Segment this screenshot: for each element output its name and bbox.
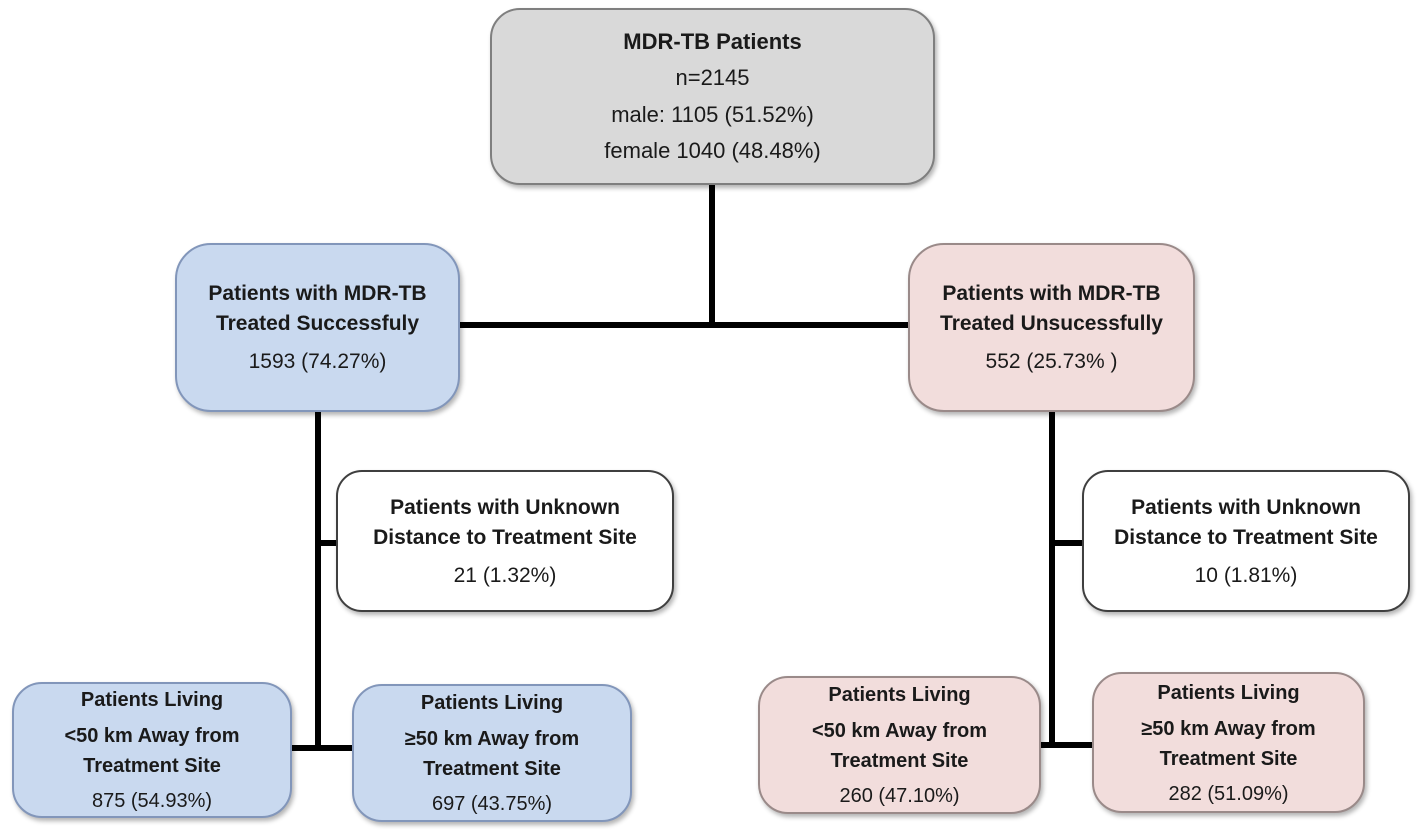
- node-title-line1: Patients Living: [420, 692, 564, 714]
- node-female-count: female 1040 (48.48%): [604, 138, 821, 164]
- node-title-line3: Treatment Site: [1159, 747, 1298, 770]
- node-count: 697 (43.75%): [431, 793, 553, 815]
- node-title-line2: Distance to Treatment Site: [1114, 525, 1378, 549]
- node-title-line3: Treatment Site: [423, 758, 561, 780]
- node-title-line1: Patients Living: [1157, 681, 1300, 704]
- node-title-line2: ≥50 km Away from: [1141, 717, 1316, 740]
- node-count: 875 (54.93%): [91, 790, 213, 812]
- node-title-line1: Patients Living: [80, 689, 224, 711]
- node-count: 282 (51.09%): [1168, 782, 1289, 805]
- node-title-line1: Patients with Unknown: [390, 495, 620, 519]
- node-success-over-50km: Patients Living ≥50 km Away from Treatme…: [352, 684, 632, 822]
- node-count: 552 (25.73% ): [985, 350, 1118, 373]
- node-mdr-tb-patients: MDR-TB Patients n=2145 male: 1105 (51.52…: [490, 8, 935, 185]
- node-title-line2: Treated Successfuly: [215, 312, 420, 335]
- node-count: 1593 (74.27%): [248, 350, 387, 373]
- node-total-count: n=2145: [675, 65, 750, 91]
- connector-root-vertical: [709, 183, 715, 328]
- node-title-line1: Patients with MDR-TB: [942, 282, 1161, 305]
- node-title-line2: <50 km Away from: [811, 720, 988, 742]
- node-title-line1: Patients with MDR-TB: [208, 282, 427, 305]
- node-title-line3: Treatment Site: [830, 750, 969, 772]
- node-failure-over-50km: Patients Living ≥50 km Away from Treatme…: [1092, 672, 1365, 813]
- node-count: 21 (1.32%): [453, 563, 557, 587]
- connector-failure-unknown-stub: [1052, 540, 1085, 546]
- node-title: MDR-TB Patients: [623, 28, 802, 54]
- node-treated-successfully: Patients with MDR-TB Treated Successfuly…: [175, 243, 460, 412]
- connector-failure-bottom-horizontal: [1039, 742, 1095, 748]
- node-unknown-distance-success: Patients with Unknown Distance to Treatm…: [336, 470, 674, 612]
- connector-success-bottom-horizontal: [290, 745, 355, 751]
- node-title-line1: Patients with Unknown: [1131, 495, 1361, 519]
- node-treated-unsuccessfully: Patients with MDR-TB Treated Unsucessful…: [908, 243, 1195, 412]
- node-title-line1: Patients Living: [828, 684, 971, 706]
- node-title-line3: Treatment Site: [83, 755, 221, 777]
- node-title-line2: <50 km Away from: [64, 725, 240, 747]
- node-failure-under-50km: Patients Living <50 km Away from Treatme…: [758, 676, 1041, 814]
- node-title-line2: Distance to Treatment Site: [373, 525, 637, 549]
- node-title-line2: ≥50 km Away from: [404, 728, 580, 750]
- connector-success-unknown-stub: [315, 540, 339, 546]
- node-title-line2: Treated Unsucessfully: [940, 312, 1163, 335]
- node-success-under-50km: Patients Living <50 km Away from Treatme…: [12, 682, 292, 818]
- connector-failure-vertical: [1049, 410, 1055, 748]
- node-male-count: male: 1105 (51.52%): [611, 101, 814, 127]
- node-unknown-distance-failure: Patients with Unknown Distance to Treatm…: [1082, 470, 1410, 612]
- node-count: 10 (1.81%): [1194, 563, 1298, 587]
- connector-success-vertical: [315, 410, 321, 751]
- node-count: 260 (47.10%): [839, 785, 960, 807]
- connector-main-horizontal: [457, 322, 909, 328]
